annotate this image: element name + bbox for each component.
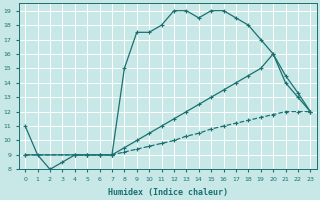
X-axis label: Humidex (Indice chaleur): Humidex (Indice chaleur) [108,188,228,197]
